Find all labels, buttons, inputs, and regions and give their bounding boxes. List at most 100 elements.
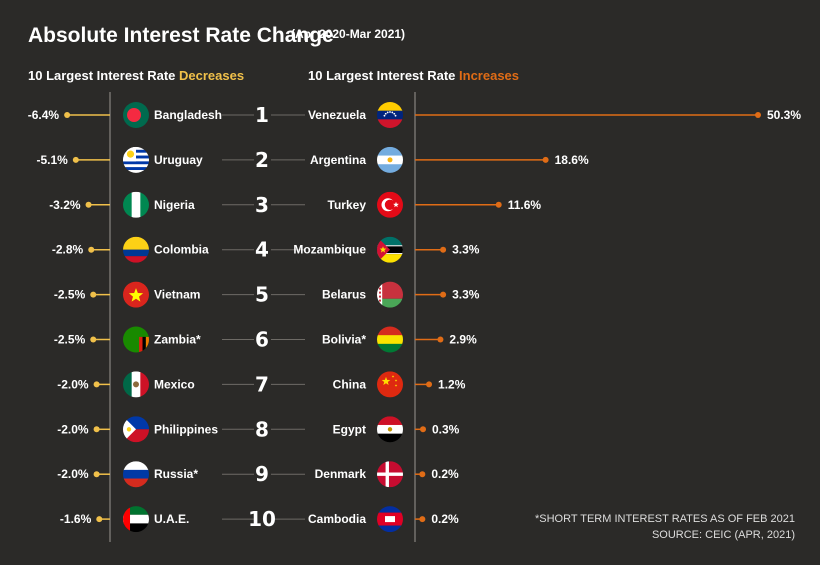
rank-number: 4 xyxy=(255,238,269,262)
increase-value-label: 3.3% xyxy=(452,288,480,302)
decrease-value-label: -6.4% xyxy=(28,108,60,122)
uae-flag-icon xyxy=(123,506,149,533)
increase-dot xyxy=(755,112,762,118)
table-row: -2.0% Philippines 8 Egypt 0.3% xyxy=(57,416,460,443)
nigeria-flag-icon xyxy=(123,191,149,218)
decrease-dot xyxy=(90,291,97,298)
rank-number: 9 xyxy=(255,462,269,486)
decrease-value-label: -2.5% xyxy=(54,333,86,347)
table-row: -2.5% Vietnam 5 Belarus 3.3% xyxy=(54,281,480,308)
decrease-country-label: Bangladesh xyxy=(154,108,222,122)
chart-subtitle: (Apr 2020-Mar 2021) xyxy=(291,27,405,41)
venezuela-flag-icon xyxy=(377,102,403,128)
decrease-value-label: -5.1% xyxy=(36,153,68,167)
increase-country-label: Belarus xyxy=(322,288,366,302)
increase-value-label: 18.6% xyxy=(555,153,589,167)
decrease-country-label: Zambia* xyxy=(154,333,201,347)
chart-title: Absolute Interest Rate Change xyxy=(28,24,334,47)
increase-value-label: 3.3% xyxy=(452,243,480,257)
table-row: -5.1% Uruguay 2 Argentina 18.6% xyxy=(36,146,589,173)
rank-number: 3 xyxy=(255,193,269,217)
decrease-dot xyxy=(96,516,103,523)
decrease-value-label: -2.8% xyxy=(52,243,84,257)
increase-country-label: Turkey xyxy=(328,198,367,212)
zambia-flag-icon xyxy=(123,326,149,353)
uruguay-flag-icon xyxy=(123,146,149,173)
decrease-country-label: Mexico xyxy=(154,377,195,391)
decrease-country-label: Colombia xyxy=(154,243,209,257)
decrease-country-label: Russia* xyxy=(154,467,198,481)
table-row: -1.6% U.A.E. 10 Cambodia 0.2% xyxy=(60,506,459,533)
decrease-value-label: -2.0% xyxy=(57,422,89,436)
increase-dot xyxy=(419,471,426,478)
decrease-country-label: Philippines xyxy=(154,422,218,436)
increase-country-label: Mozambique xyxy=(293,243,366,257)
decrease-value-label: -2.5% xyxy=(54,288,86,302)
chart-rows: -6.4% Bangladesh 1 Venezuela 50.3% -5.1% Urugu… xyxy=(28,102,801,533)
colombia-flag-icon xyxy=(123,236,149,263)
decrease-country-label: Nigeria xyxy=(154,198,195,212)
increase-dot xyxy=(440,291,447,298)
decrease-value-label: -1.6% xyxy=(60,512,92,526)
increase-value-label: 11.6% xyxy=(508,198,542,212)
decrease-country-label: U.A.E. xyxy=(154,512,189,526)
decrease-country-label: Vietnam xyxy=(154,288,200,302)
decrease-dot xyxy=(93,381,100,388)
china-flag-icon xyxy=(377,371,403,398)
table-row: -6.4% Bangladesh 1 Venezuela 50.3% xyxy=(28,102,801,128)
increase-value-label: 1.2% xyxy=(438,377,466,391)
left-heading: 10 Largest Interest Rate Decreases xyxy=(28,68,244,83)
increase-dot xyxy=(495,201,502,208)
axes xyxy=(109,92,416,542)
increase-dot xyxy=(419,516,426,523)
decrease-dot xyxy=(85,201,92,208)
increase-country-label: China xyxy=(333,377,367,391)
egypt-flag-icon xyxy=(377,416,403,443)
table-row: -2.5% Zambia* 6 Bolivia* 2.9% xyxy=(54,326,477,353)
table-row: -2.8% Colombia 4 Mozambique 3.3% xyxy=(52,236,480,263)
table-row: -2.0% Russia* 9 Denmark 0.2% xyxy=(57,461,459,488)
increase-country-label: Denmark xyxy=(315,467,367,481)
decrease-dot xyxy=(90,336,97,343)
rank-number: 8 xyxy=(255,417,269,441)
decrease-dot xyxy=(72,156,79,163)
increase-value-label: 0.2% xyxy=(431,467,459,481)
rank-number: 5 xyxy=(255,283,269,307)
russia-flag-icon xyxy=(123,461,149,488)
increase-value-label: 2.9% xyxy=(449,333,477,347)
argentina-flag-icon xyxy=(377,146,403,173)
philippines-flag-icon xyxy=(123,416,149,443)
rank-number: 7 xyxy=(255,372,269,396)
decrease-value-label: -2.0% xyxy=(57,377,89,391)
increase-country-label: Argentina xyxy=(310,153,366,167)
denmark-flag-icon xyxy=(377,461,403,488)
source-note: SOURCE: CEIC (APR, 2021) xyxy=(652,529,795,541)
decrease-value-label: -3.2% xyxy=(49,198,81,212)
decrease-country-label: Uruguay xyxy=(154,153,203,167)
increase-country-label: Venezuela xyxy=(308,108,366,122)
increase-dot xyxy=(542,156,549,163)
rank-number: 2 xyxy=(255,148,269,172)
mexico-flag-icon xyxy=(123,371,149,398)
increase-dot xyxy=(440,246,447,253)
increase-dot xyxy=(426,381,433,388)
decrease-dot xyxy=(93,426,100,433)
rank-number: 1 xyxy=(255,103,269,127)
mozambique-flag-icon xyxy=(377,236,403,263)
increase-country-label: Egypt xyxy=(333,422,366,436)
increase-dot xyxy=(420,426,427,433)
decrease-dot xyxy=(93,471,100,478)
bangladesh-flag-icon xyxy=(123,102,149,128)
vietnam-flag-icon xyxy=(123,281,149,308)
right-heading: 10 Largest Interest Rate Increases xyxy=(308,68,519,83)
rank-number: 6 xyxy=(255,328,269,352)
footnote: *SHORT TERM INTEREST RATES AS OF FEB 202… xyxy=(535,513,795,525)
rank-number: 10 xyxy=(248,507,276,531)
turkey-flag-icon xyxy=(377,191,403,218)
table-row: -3.2% Nigeria 3 Turkey 11.6% xyxy=(49,191,542,218)
table-row: -2.0% Mexico 7 China 1.2% xyxy=(57,371,466,398)
increase-value-label: 50.3% xyxy=(767,108,801,122)
increase-value-label: 0.2% xyxy=(431,512,459,526)
bolivia-flag-icon xyxy=(377,326,403,353)
